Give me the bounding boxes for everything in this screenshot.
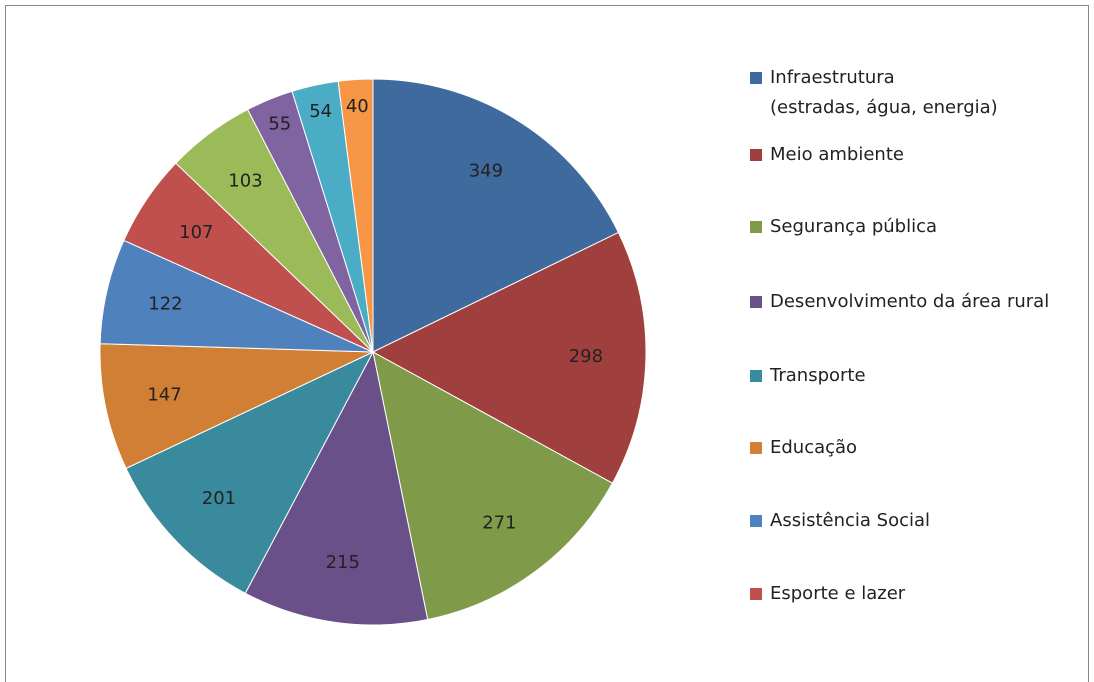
legend-label: Transporte [770,365,866,386]
data-label: 349 [469,160,503,181]
legend-label: Segurança pública [770,216,938,237]
legend-swatch [750,221,762,233]
data-label: 107 [179,222,213,243]
data-label: 215 [326,552,360,573]
data-label: 55 [268,114,291,135]
data-label: 122 [148,293,182,314]
legend-swatch [750,296,762,308]
data-label: 201 [202,488,236,509]
legend-label: Meio ambiente [770,144,904,165]
pie-slice [99,343,374,470]
data-label: 40 [346,96,369,117]
pie-slice [372,351,614,621]
legend-label: Educação [770,437,858,458]
data-label: 147 [147,384,181,405]
pie-slice [337,78,374,353]
legend-swatch [750,588,762,600]
pie-slice [125,350,375,594]
frame [5,5,1089,682]
legend-label: Assistência Social [770,510,931,531]
pie-slice [371,231,647,484]
legend-swatch [750,442,762,454]
data-label: 271 [482,512,516,533]
data-label: 103 [228,170,262,191]
legend-label: Esporte e lazer [770,583,906,604]
legend-swatch [750,515,762,527]
pie-slice [372,78,620,353]
data-label: 54 [309,101,332,122]
legend-label: Infraestrutura (estradas, água, energia) [770,67,998,118]
legend-swatch [750,72,762,84]
legend-label: Desenvolvimento da área rural [770,291,1050,312]
legend-swatch [750,370,762,382]
data-label: 298 [569,346,603,367]
legend-swatch [750,149,762,161]
pie-slice [244,350,429,626]
